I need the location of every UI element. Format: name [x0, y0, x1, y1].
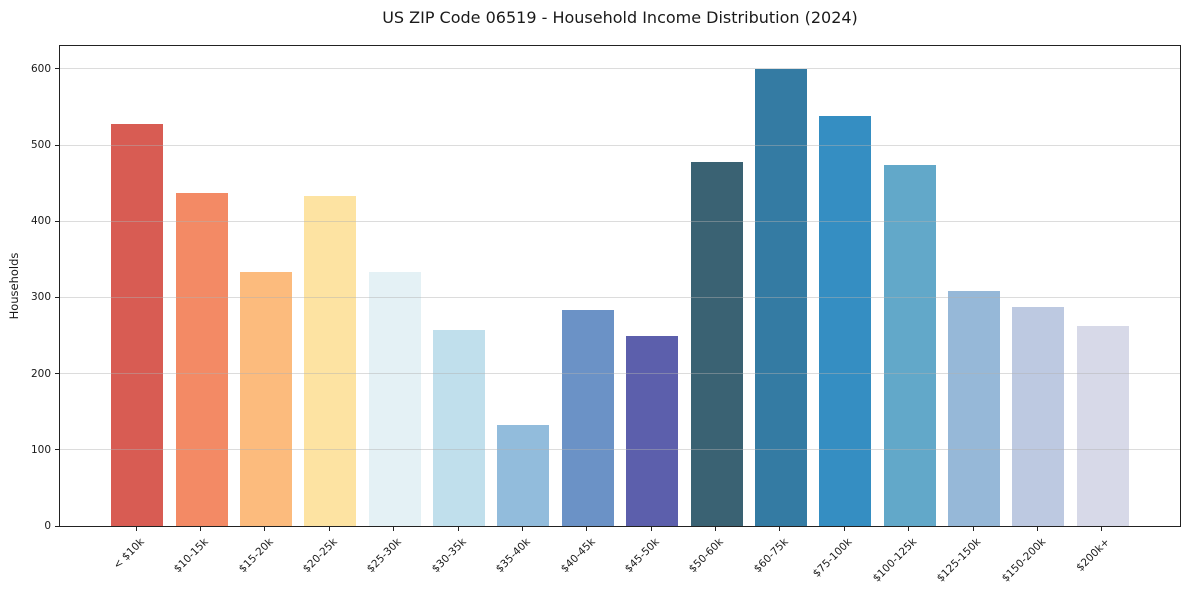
x-tick-label: $35-40k: [493, 536, 533, 576]
bar-35-40k: [497, 424, 550, 526]
chart-title: US ZIP Code 06519 - Household Income Dis…: [382, 8, 858, 27]
x-tick: [843, 527, 845, 531]
y-tick: [55, 220, 59, 222]
gridline-y400: [60, 220, 1180, 222]
y-tick: [55, 296, 59, 298]
x-tick: [200, 527, 202, 531]
gridline-y100: [60, 449, 1180, 451]
x-tick-label: $100-125k: [870, 536, 920, 585]
x-tick-label: $15-20k: [236, 536, 276, 576]
x-tick: [264, 527, 266, 531]
y-axis-title: Households: [7, 252, 21, 320]
x-tick-label: $10-15k: [171, 536, 212, 576]
y-tick-label: 0: [44, 520, 51, 532]
bar-75-100k: [819, 116, 872, 526]
bar-10k: [111, 123, 164, 526]
y-tick: [55, 525, 59, 527]
y-tick: [55, 144, 59, 146]
x-tick: [650, 527, 652, 531]
x-tick-label: $75-100k: [810, 536, 855, 580]
x-tick: [908, 527, 910, 531]
y-tick-label: 200: [30, 367, 51, 380]
bar-20-25k: [304, 196, 357, 526]
bar-45-50k: [626, 336, 679, 526]
y-tick-label: 400: [30, 215, 51, 228]
bar-25-30k: [368, 271, 421, 526]
y-tick: [55, 449, 59, 451]
x-tick: [393, 527, 395, 531]
y-tick: [55, 373, 59, 375]
bar-200k: [1076, 326, 1129, 526]
gridline-y300: [60, 296, 1180, 298]
y-tick-label: 500: [30, 139, 51, 152]
x-tick: [586, 527, 588, 531]
bar-40-45k: [561, 310, 614, 526]
bar-150-200k: [1012, 306, 1065, 526]
y-tick-label: 300: [30, 291, 51, 304]
y-tick: [55, 68, 59, 70]
y-tick-label: 600: [30, 62, 51, 75]
x-tick-label: $60-75k: [751, 536, 791, 576]
x-tick: [1101, 527, 1103, 531]
x-tick-label: $30-35k: [429, 536, 469, 576]
x-tick-label: $125-150k: [935, 536, 984, 585]
gridline-y500: [60, 144, 1180, 146]
x-tick: [972, 527, 974, 531]
x-tick-label: $50-60k: [686, 536, 727, 576]
y-tick-label: 100: [30, 443, 51, 456]
bar-125-150k: [948, 291, 1001, 526]
x-tick-label: $25-30k: [365, 536, 405, 576]
x-tick: [457, 527, 459, 531]
bar-10-15k: [175, 193, 228, 526]
x-tick: [779, 527, 781, 531]
x-tick-label: $40-45k: [558, 536, 598, 576]
x-tick: [135, 527, 137, 531]
x-tick: [715, 527, 717, 531]
x-tick-label: < $10k: [111, 536, 147, 572]
x-tick-label: $200k+: [1074, 536, 1113, 574]
plot-area: [59, 45, 1181, 527]
x-tick-label: $45-50k: [622, 536, 662, 576]
gridline-y200: [60, 373, 1180, 375]
x-tick-label: $150-200k: [999, 536, 1048, 585]
bar-30-35k: [433, 330, 486, 526]
bar-60-75k: [754, 68, 807, 526]
bar-100-125k: [883, 164, 936, 526]
x-tick: [521, 527, 523, 531]
gridline-y600: [60, 68, 1180, 70]
x-tick: [1036, 527, 1038, 531]
x-tick-label: $20-25k: [300, 536, 340, 576]
bar-50-60k: [690, 161, 743, 526]
bar-15-20k: [239, 272, 292, 526]
x-tick: [328, 527, 330, 531]
